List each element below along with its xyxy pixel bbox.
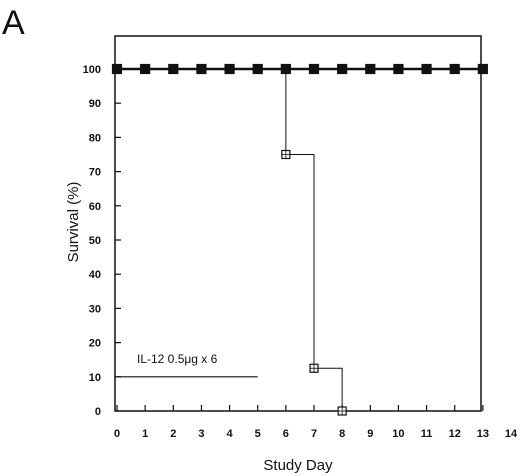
y-tick-label: 30: [89, 303, 101, 315]
y-tick-label: 80: [89, 132, 101, 144]
y-tick-label: 70: [89, 167, 101, 179]
x-tick-label: 11: [421, 428, 433, 440]
x-tick-label: 0: [114, 428, 120, 440]
y-tick-label: 50: [89, 235, 101, 247]
data-point: [337, 63, 348, 75]
x-tick-label: 2: [170, 428, 176, 440]
y-tick-label: 60: [89, 201, 101, 213]
data-point: [421, 63, 432, 75]
y-tick-label: 90: [89, 98, 101, 110]
x-tick-label: 3: [198, 428, 204, 440]
y-tick-label: 0: [95, 406, 101, 418]
x-tick-label: 1: [142, 428, 148, 440]
y-tick-label: 40: [89, 269, 101, 281]
panel-label: A: [2, 4, 25, 42]
x-tick-label: 13: [477, 428, 489, 440]
annotation: IL-12 0.5μg x 6: [117, 352, 258, 378]
data-point: [393, 63, 404, 75]
data-point: [449, 63, 460, 75]
y-tick-label: 20: [89, 338, 101, 350]
series-line: [117, 68, 343, 411]
x-tick-label: 12: [449, 428, 461, 440]
y-axis-title: Survival (%): [65, 182, 82, 263]
x-tick-label: 7: [311, 428, 317, 440]
series-layer: [111, 63, 488, 416]
x-tick-label: 6: [283, 428, 289, 440]
y-tick-label: 10: [89, 372, 101, 384]
x-tick-label: 10: [392, 428, 404, 440]
annotation-text: IL-12 0.5μg x 6: [137, 352, 218, 366]
x-tick-label: 8: [339, 428, 345, 440]
x-tick-label: 14: [505, 428, 518, 440]
x-axis: 0 1 2 3 4 5 6 7 8 9 10 11 12 13 14: [114, 405, 518, 440]
data-point: [477, 63, 488, 75]
x-tick-label: 4: [227, 428, 234, 440]
x-tick-label: 5: [255, 428, 261, 440]
y-axis: 0 10 20 30 40 50 60 70 80 90 100: [83, 64, 121, 418]
plot-frame: [114, 35, 482, 412]
x-axis-title: Study Day: [263, 457, 333, 474]
series-1: [117, 68, 347, 416]
y-tick-label: 100: [83, 64, 101, 76]
data-point: [308, 63, 320, 75]
data-point: [365, 63, 376, 75]
x-tick-label: 9: [367, 428, 373, 440]
